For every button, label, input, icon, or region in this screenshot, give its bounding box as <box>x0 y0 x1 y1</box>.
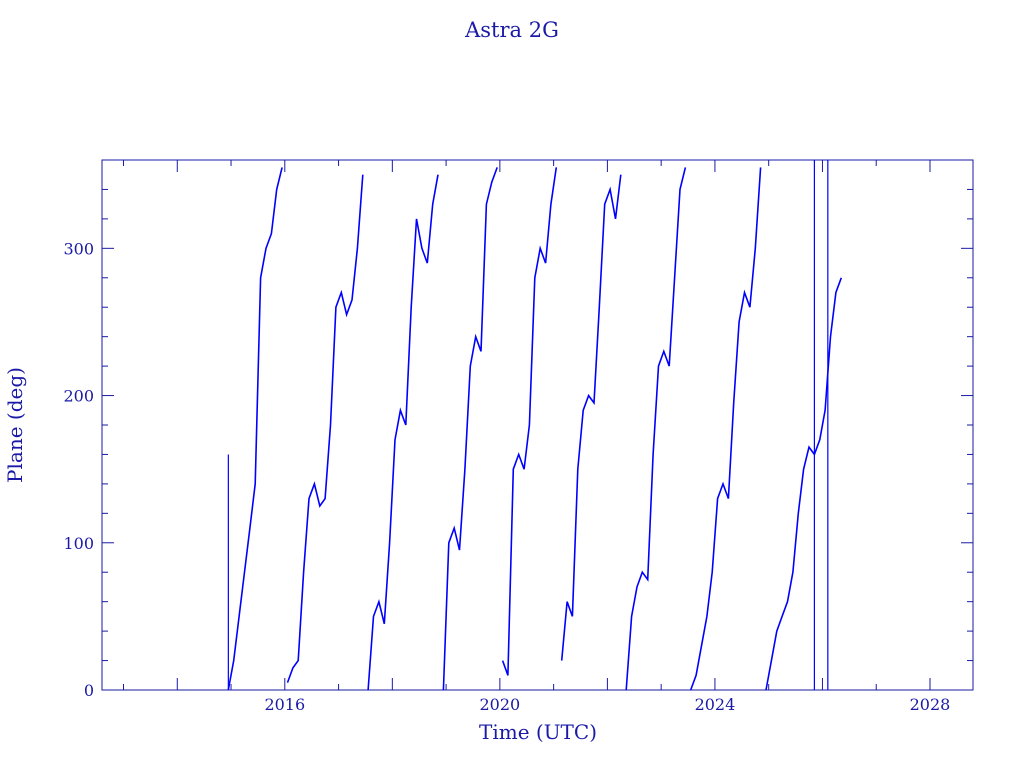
series-line <box>501 167 558 676</box>
series-line <box>367 174 439 691</box>
y-tick-label: 100 <box>63 534 94 553</box>
y-tick-label: 300 <box>63 239 94 258</box>
series-line <box>625 167 687 691</box>
y-tick-label: 0 <box>84 681 94 700</box>
series-line <box>689 167 762 691</box>
x-tick-label: 2016 <box>264 695 305 714</box>
y-axis-title: Plane (deg) <box>3 367 27 483</box>
plot-frame <box>101 159 974 691</box>
x-tick-label: 2020 <box>480 695 521 714</box>
x-axis-title: Time (UTC) <box>479 720 597 744</box>
series-line <box>765 277 843 691</box>
series-line <box>286 174 364 683</box>
axis-ticks <box>102 159 973 691</box>
y-tick-label: 200 <box>63 387 94 406</box>
data-layer <box>227 160 843 691</box>
series-line <box>227 167 283 691</box>
x-tick-label: 2028 <box>910 695 951 714</box>
series-line <box>560 174 622 661</box>
series-line <box>442 167 498 691</box>
tick-labels: 2016 2020 2024 2028 0 100 200 300 <box>63 239 950 714</box>
x-tick-label: 2024 <box>695 695 736 714</box>
chart-title: Astra 2G <box>464 18 559 42</box>
